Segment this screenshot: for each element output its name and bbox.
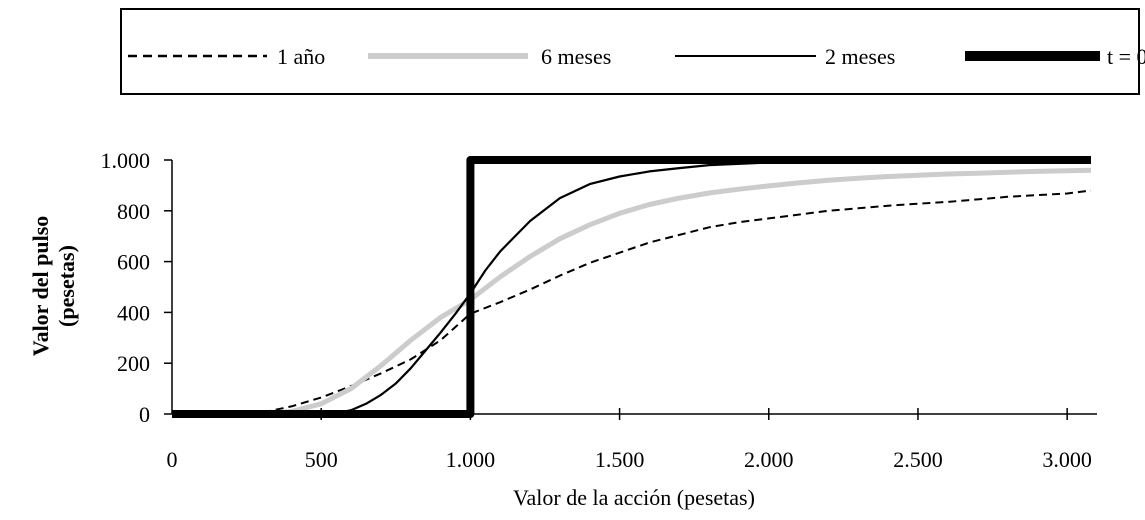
- x-ticks: 0 500 1.000 1.500 2.000 2.500 3.000: [167, 408, 1092, 472]
- y-axis-title: Valor del pulso (pesetas): [28, 216, 79, 357]
- x-tick-label: 3.000: [1042, 447, 1092, 472]
- x-tick-label: 500: [305, 447, 338, 472]
- x-tick-label: 0: [167, 447, 178, 472]
- y-axis-title-line1: Valor del pulso: [28, 216, 53, 357]
- y-tick-label: 800: [117, 199, 150, 224]
- legend-label-1-ano: 1 año: [277, 44, 325, 69]
- y-tick-label: 0: [139, 402, 150, 427]
- y-axis-title-line2: (pesetas): [54, 245, 79, 327]
- series-line-3: [172, 156, 1091, 418]
- y-ticks: 0 200 400 600 800 1.000: [101, 148, 172, 427]
- series-line-1: [172, 167, 1092, 417]
- axes: [171, 160, 1097, 415]
- x-tick-label: 1.500: [595, 447, 645, 472]
- legend-label-2-meses: 2 meses: [825, 44, 895, 69]
- series-line-2: [172, 158, 1091, 416]
- x-tick-label: 2.500: [893, 447, 943, 472]
- series-layer: [171, 156, 1092, 418]
- x-tick-label: 1.000: [446, 447, 496, 472]
- legend-label-6-meses: 6 meses: [541, 44, 611, 69]
- legend: 1 año 6 meses 2 meses t = 0: [120, 8, 1145, 95]
- y-tick-label: 400: [117, 300, 150, 325]
- y-tick-label: 200: [117, 351, 150, 376]
- y-tick-label: 600: [117, 250, 150, 275]
- x-tick-label: 2.000: [744, 447, 794, 472]
- x-axis-title: Valor de la acción (pesetas): [513, 485, 755, 510]
- y-tick-label: 1.000: [101, 148, 151, 173]
- series-line-0: [171, 189, 1092, 415]
- legend-label-t0: t = 0: [1107, 44, 1145, 69]
